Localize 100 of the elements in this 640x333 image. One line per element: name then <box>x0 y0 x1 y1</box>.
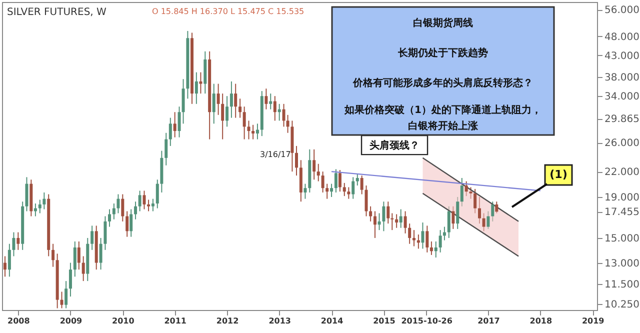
annotation: 长期仍处于下跌趋势 <box>397 47 488 59</box>
candlestick <box>64 280 68 309</box>
x-tick-label: 2013 <box>268 316 291 326</box>
y-tick-label: 19.000 <box>604 192 640 204</box>
y-tick-label: 56.000 <box>604 5 640 16</box>
candlestick <box>434 240 438 258</box>
candlestick <box>264 88 268 110</box>
candlestick <box>112 202 116 220</box>
x-tick-label: 2015 <box>373 316 396 326</box>
candlestick <box>256 123 259 140</box>
candlestick <box>338 169 342 192</box>
candlestick <box>99 237 102 270</box>
candlestick <box>399 208 402 228</box>
candlestick <box>252 124 255 140</box>
candlestick <box>238 98 242 118</box>
candlestick <box>147 199 150 212</box>
candlestick <box>230 80 233 118</box>
candlestick <box>282 103 286 128</box>
y-tick-label: 22.000 <box>604 167 640 178</box>
candlestick <box>395 214 398 228</box>
candlestick <box>334 168 338 193</box>
text: 头肩颈线？ <box>370 140 420 152</box>
y-tick-label: 11.500 <box>604 280 640 291</box>
candlestick <box>168 117 172 146</box>
candlestick <box>38 199 42 214</box>
candlestick <box>68 262 72 298</box>
candlestick <box>369 206 372 222</box>
candlestick <box>173 112 176 138</box>
candlestick <box>390 212 394 231</box>
candlestick <box>404 210 407 234</box>
candlestick <box>60 291 64 309</box>
y-tick-label: 48.000 <box>604 32 640 43</box>
candlestick <box>242 106 246 140</box>
candlestick <box>90 225 94 250</box>
annotation: (1) <box>550 168 568 181</box>
x-tick-label: 2008 <box>8 316 30 326</box>
candlestick <box>8 243 11 278</box>
candlestick <box>126 210 129 238</box>
x-tick-label: 2015-10-26 <box>401 316 453 326</box>
candlestick <box>486 210 490 230</box>
candlestick <box>116 194 120 214</box>
candlestick <box>460 177 464 207</box>
candlestick <box>142 190 146 210</box>
x-tick-label: 2014 <box>320 316 344 326</box>
candlestick <box>42 192 46 210</box>
candlestick <box>182 78 185 124</box>
y-tick-label: 26.000 <box>604 138 640 150</box>
y-tick-label: 13.000 <box>604 258 640 270</box>
y-tick-label: 10.250 <box>604 299 640 310</box>
candlestick <box>164 132 168 166</box>
x-tick-label: 2017 <box>478 316 500 326</box>
candlestick <box>386 201 390 224</box>
candlestick <box>234 83 238 118</box>
y-tick-label: 43.000 <box>604 50 640 62</box>
candlestick <box>438 230 442 253</box>
text: O 15.845 H 16.370 L 15.475 C 15.535 <box>152 7 304 16</box>
candlestick <box>73 240 76 278</box>
candlestick <box>77 240 80 270</box>
candlestick <box>482 212 486 232</box>
candlestick <box>474 188 477 214</box>
annotation: 如果价格突破（1）处的下降通道上轨阻力，白银将开始上涨 <box>344 104 542 132</box>
candlestick <box>212 83 216 124</box>
candlestick <box>464 180 468 197</box>
x-tick-label: 2011 <box>164 316 187 326</box>
candlestick <box>426 225 429 253</box>
candlestick <box>360 175 364 195</box>
x-tick-label: 2019 <box>582 316 605 326</box>
candlestick <box>226 96 229 128</box>
candlestick <box>312 148 316 180</box>
y-tick-label: 15.000 <box>604 233 640 244</box>
candlestick <box>156 179 159 209</box>
candlestick <box>456 196 460 230</box>
y-tick-label: 34.000 <box>604 92 640 103</box>
candlestick <box>378 212 381 231</box>
candlestick <box>304 183 307 200</box>
candlestick <box>82 256 85 282</box>
candlestick <box>347 186 350 200</box>
annotation: 3/16/17 <box>260 150 291 159</box>
candlestick <box>273 96 276 122</box>
candlestick <box>4 256 6 278</box>
candlestick <box>52 243 55 268</box>
candlestick <box>221 93 224 140</box>
candlestick <box>495 201 498 214</box>
candlestick <box>326 183 329 200</box>
candlestick <box>151 198 154 212</box>
candlestick <box>430 240 433 256</box>
candlestick <box>134 201 138 220</box>
candlestick <box>373 210 376 238</box>
x-tick-label: 2018 <box>530 316 552 326</box>
candlestick <box>269 93 272 110</box>
candlestick <box>16 232 20 250</box>
candlestick <box>12 232 16 257</box>
candlestick <box>104 216 107 250</box>
candlestick <box>295 145 298 176</box>
candlestick <box>178 106 181 138</box>
candlestick <box>121 194 124 222</box>
candlestick <box>216 83 220 116</box>
candlestick <box>194 72 198 104</box>
annotation: 价格有可能形成多年的头肩底反转形态？ <box>352 77 533 89</box>
candlestick <box>408 223 412 244</box>
